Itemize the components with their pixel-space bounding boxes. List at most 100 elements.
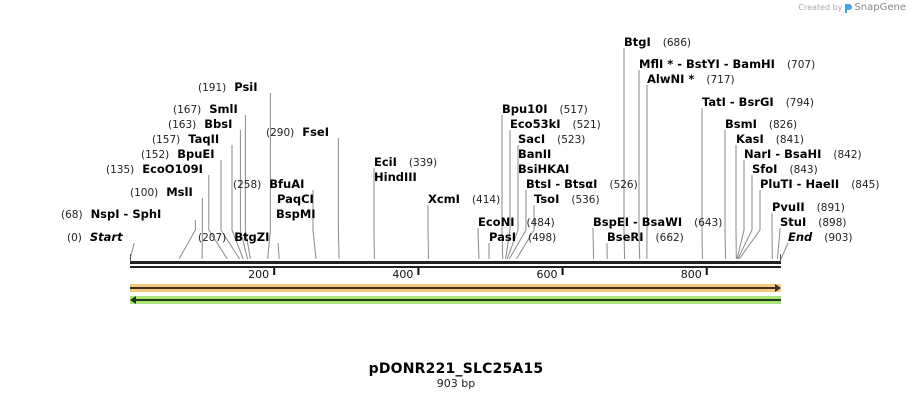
site-label[interactable]: MflI * - BstYI - BamHI (707) <box>639 58 815 72</box>
site-label[interactable]: (163)BbsI <box>168 118 232 132</box>
site-position: (157) <box>152 134 180 146</box>
site-label[interactable]: TsoI(536) <box>534 193 600 207</box>
axis-tick <box>417 268 419 275</box>
site-label[interactable]: SfoI (843) <box>752 163 818 177</box>
site-name: PvuII <box>772 200 805 214</box>
site-label[interactable]: End(903) <box>788 231 853 245</box>
axis-tick <box>562 268 564 275</box>
site-name: SfoI <box>752 162 777 176</box>
site-leader-line <box>593 228 594 259</box>
site-leader-line <box>338 138 339 259</box>
site-label[interactable]: AlwNI *(717) <box>647 73 735 87</box>
site-name: EciI <box>374 155 397 169</box>
site-label[interactable]: (68)NspI - SphI <box>61 208 161 222</box>
site-label[interactable]: BsiHKAI <box>518 163 581 177</box>
site-name: PluTI - HaeII <box>760 177 839 191</box>
site-leader-line <box>478 228 479 259</box>
site-label[interactable]: (258)BfuAI <box>233 178 304 192</box>
axis-tick-label: 800 <box>681 268 702 281</box>
site-position: (167) <box>173 104 201 116</box>
site-label[interactable]: BspMI <box>268 208 316 222</box>
site-name: NarI - BsaHI <box>744 147 821 161</box>
site-position: (498) <box>528 232 556 244</box>
site-position: (891) <box>817 202 845 214</box>
site-label[interactable]: PaqCI <box>269 193 314 207</box>
site-name: StuI <box>780 215 806 229</box>
site-leader-line <box>781 243 788 259</box>
site-label[interactable]: PasI(498) <box>489 231 556 245</box>
site-label[interactable]: (191)PsiI <box>198 81 258 95</box>
site-position: (536) <box>571 194 599 206</box>
site-position: (163) <box>168 119 196 131</box>
site-label[interactable]: EciI (339) <box>374 156 437 170</box>
site-position: (207) <box>198 232 226 244</box>
site-name: MslI <box>166 185 193 199</box>
site-label[interactable]: KasI(841) <box>736 133 804 147</box>
site-name: MflI * - BstYI - BamHI <box>639 57 775 71</box>
sequence-title: pDONR221_SLC25A15 <box>0 361 912 377</box>
site-name: BanII <box>518 147 551 161</box>
site-label[interactable]: TatI - BsrGI(794) <box>702 96 814 110</box>
site-label[interactable]: (0)Start <box>67 231 123 245</box>
site-name: SacI <box>518 132 545 146</box>
site-position: (662) <box>656 232 684 244</box>
site-label[interactable]: BsmI(826) <box>725 118 797 132</box>
site-label[interactable]: PvuII (891) <box>772 201 845 215</box>
site-position: (843) <box>789 164 817 176</box>
site-name: NspI - SphI <box>91 207 162 221</box>
site-label[interactable]: (167)SmlI <box>173 103 238 117</box>
site-label[interactable]: BtsI - BtsαI (526) <box>526 178 638 192</box>
site-label[interactable]: (100)MslI <box>130 186 193 200</box>
site-label[interactable]: (135)EcoO109I <box>106 163 203 177</box>
site-label[interactable]: PluTI - HaeII(845) <box>760 178 879 192</box>
site-label[interactable]: (207)BtgZI <box>198 231 269 245</box>
site-position: (414) <box>472 194 500 206</box>
site-name: BtsI - BtsαI <box>526 177 597 191</box>
site-label[interactable]: Bpu10I(517) <box>502 103 588 117</box>
site-label[interactable]: SacI(523) <box>518 133 585 147</box>
site-label[interactable]: (290) FseI <box>266 126 329 140</box>
sequence-length: 903 bp <box>0 377 912 390</box>
site-label[interactable]: EcoNI (484) <box>478 216 555 230</box>
site-position: (484) <box>526 217 554 229</box>
site-name: EcoNI <box>478 215 514 229</box>
site-name: End <box>788 230 812 244</box>
site-label[interactable]: (157)TaqII <box>152 133 219 147</box>
site-label[interactable]: BseRI(662) <box>607 231 684 245</box>
site-label[interactable]: XcmI (414) <box>428 193 500 207</box>
site-position: (526) <box>609 179 637 191</box>
site-position: (258) <box>233 179 261 191</box>
site-name: TatI - BsrGI <box>702 95 774 109</box>
site-label[interactable]: BanII <box>518 148 563 162</box>
site-name: BspEI - BsaWI <box>593 215 682 229</box>
axis-tick <box>273 268 275 275</box>
site-position: (521) <box>573 119 601 131</box>
site-name: BspMI <box>276 207 316 221</box>
site-label[interactable]: StuI(898) <box>780 216 846 230</box>
site-label[interactable]: BspEI - BsaWI(643) <box>593 216 722 230</box>
axis-tick-label: 600 <box>537 268 558 281</box>
site-leader-line <box>777 228 780 259</box>
site-name: Bpu10I <box>502 102 547 116</box>
axis-end-cap <box>780 254 781 262</box>
site-label[interactable]: BtgI(686) <box>624 36 691 50</box>
axis-tick <box>706 268 708 275</box>
site-label[interactable]: HindIII <box>374 171 429 185</box>
site-label[interactable]: (152)BpuEI <box>141 148 215 162</box>
site-position: (339) <box>409 157 437 169</box>
site-leader-line <box>737 160 744 259</box>
site-label[interactable]: Eco53kI (521) <box>510 118 601 132</box>
site-name: FseI <box>302 125 329 139</box>
site-position: (0) <box>67 232 82 244</box>
site-label[interactable]: NarI - BsaHI (842) <box>744 148 862 162</box>
site-name: XcmI <box>428 192 460 206</box>
site-name: BsmI <box>725 117 757 131</box>
credit-brand: SnapGene <box>854 2 906 13</box>
site-name: Eco53kI <box>510 117 561 131</box>
site-position: (290) <box>266 127 294 139</box>
site-position: (707) <box>787 59 815 71</box>
snapgene-credit: Created by SnapGene <box>798 2 906 13</box>
site-position: (842) <box>833 149 861 161</box>
snapgene-logo-icon <box>844 3 852 13</box>
